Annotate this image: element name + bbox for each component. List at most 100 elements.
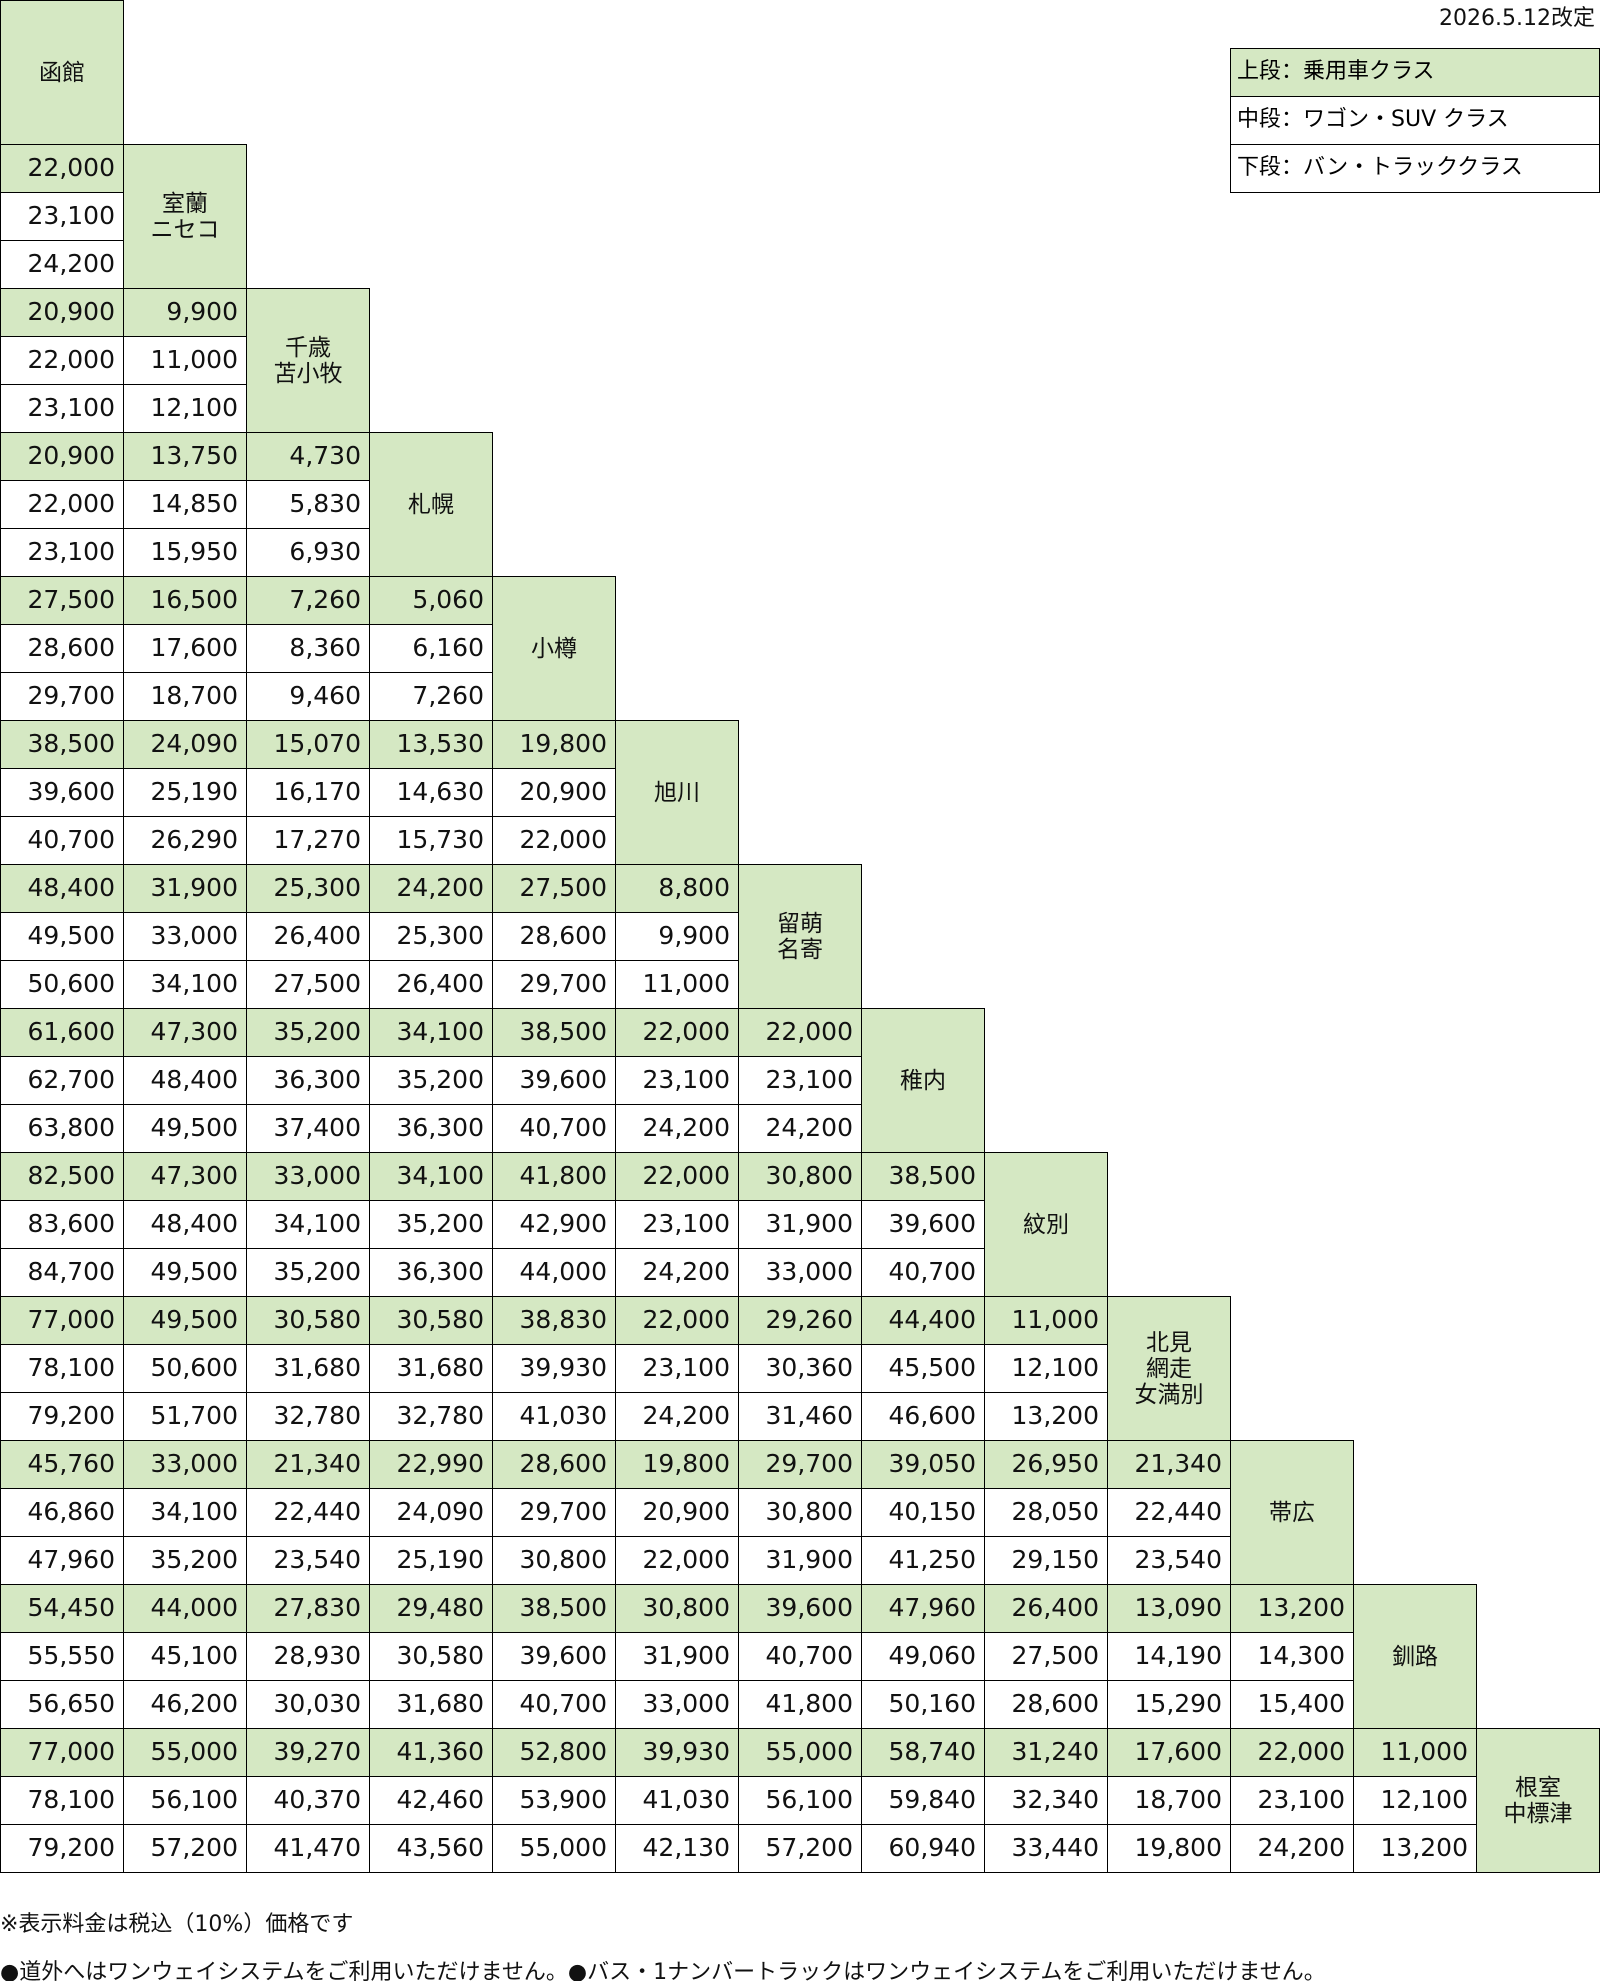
fare-cell: 48,400 bbox=[0, 864, 124, 913]
fare-cell: 41,800 bbox=[738, 1680, 862, 1729]
fare-cell: 56,100 bbox=[738, 1776, 862, 1825]
fare-cell: 27,500 bbox=[492, 864, 616, 913]
fare-cell: 12,100 bbox=[984, 1344, 1108, 1393]
station-name: 稚内 bbox=[900, 1067, 946, 1094]
fare-cell: 35,200 bbox=[123, 1536, 247, 1585]
fare-cell: 30,580 bbox=[369, 1632, 493, 1681]
fare-cell: 39,600 bbox=[738, 1584, 862, 1633]
fare-cell: 9,900 bbox=[615, 912, 739, 961]
fare-cell: 34,100 bbox=[123, 1488, 247, 1537]
fare-cell: 22,000 bbox=[0, 480, 124, 529]
fare-cell: 39,600 bbox=[492, 1056, 616, 1105]
fare-cell: 41,030 bbox=[615, 1776, 739, 1825]
fare-cell: 11,000 bbox=[1353, 1728, 1477, 1777]
fare-cell: 78,100 bbox=[0, 1776, 124, 1825]
fare-cell: 22,000 bbox=[738, 1008, 862, 1057]
fare-cell: 24,090 bbox=[369, 1488, 493, 1537]
fare-cell: 30,800 bbox=[492, 1536, 616, 1585]
fare-cell: 17,270 bbox=[246, 816, 370, 865]
fare-cell: 4,730 bbox=[246, 432, 370, 481]
station-name: 室蘭 bbox=[162, 190, 208, 217]
fare-cell: 22,000 bbox=[1230, 1728, 1354, 1777]
fare-cell: 45,500 bbox=[861, 1344, 985, 1393]
fare-cell: 55,000 bbox=[492, 1824, 616, 1873]
station-name: 北見 bbox=[1146, 1329, 1192, 1356]
fare-cell: 40,700 bbox=[492, 1680, 616, 1729]
fare-cell: 57,200 bbox=[738, 1824, 862, 1873]
fare-cell: 23,100 bbox=[615, 1056, 739, 1105]
station-name: 網走 bbox=[1146, 1355, 1192, 1382]
fare-cell: 22,000 bbox=[492, 816, 616, 865]
fare-cell: 16,500 bbox=[123, 576, 247, 625]
fare-cell: 60,940 bbox=[861, 1824, 985, 1873]
station-name: 小樽 bbox=[531, 635, 577, 662]
fare-cell: 22,440 bbox=[246, 1488, 370, 1537]
fare-cell: 25,300 bbox=[246, 864, 370, 913]
station-cell: 稚内 bbox=[861, 1008, 985, 1153]
fare-cell: 61,600 bbox=[0, 1008, 124, 1057]
fare-cell: 22,000 bbox=[0, 336, 124, 385]
fare-cell: 27,500 bbox=[984, 1632, 1108, 1681]
station-name: 千歳 bbox=[285, 334, 331, 361]
fare-cell: 47,960 bbox=[861, 1584, 985, 1633]
station-cell: 帯広 bbox=[1230, 1440, 1354, 1585]
fare-cell: 40,700 bbox=[861, 1248, 985, 1297]
fare-cell: 24,200 bbox=[615, 1392, 739, 1441]
fare-cell: 20,900 bbox=[492, 768, 616, 817]
legend-item: 下段：バン・トラッククラス bbox=[1230, 144, 1600, 193]
fare-cell: 38,500 bbox=[861, 1152, 985, 1201]
fare-cell: 22,990 bbox=[369, 1440, 493, 1489]
station-cell: 根室 中標津 bbox=[1476, 1728, 1600, 1873]
fare-cell: 82,500 bbox=[0, 1152, 124, 1201]
fare-cell: 49,500 bbox=[123, 1248, 247, 1297]
fare-cell: 24,090 bbox=[123, 720, 247, 769]
fare-cell: 29,700 bbox=[492, 1488, 616, 1537]
station-name: 札幌 bbox=[408, 491, 454, 518]
fare-cell: 14,630 bbox=[369, 768, 493, 817]
station-cell: 留萌 名寄 bbox=[738, 864, 862, 1009]
fare-cell: 40,700 bbox=[0, 816, 124, 865]
fare-cell: 23,100 bbox=[0, 528, 124, 577]
fare-cell: 33,000 bbox=[738, 1248, 862, 1297]
legend-item: 上段：乗用車クラス bbox=[1230, 48, 1600, 97]
fare-cell: 30,580 bbox=[246, 1296, 370, 1345]
fare-cell: 26,950 bbox=[984, 1440, 1108, 1489]
fare-cell: 83,600 bbox=[0, 1200, 124, 1249]
fare-cell: 29,700 bbox=[0, 672, 124, 721]
fare-cell: 15,070 bbox=[246, 720, 370, 769]
station-name: 旭川 bbox=[654, 779, 700, 806]
revision-date: 2026.5.12改定 bbox=[1439, 6, 1595, 31]
fare-cell: 49,500 bbox=[123, 1104, 247, 1153]
fare-cell: 15,950 bbox=[123, 528, 247, 577]
fare-cell: 47,300 bbox=[123, 1008, 247, 1057]
fare-cell: 20,900 bbox=[0, 288, 124, 337]
fare-cell: 41,470 bbox=[246, 1824, 370, 1873]
fare-cell: 20,900 bbox=[0, 432, 124, 481]
fare-cell: 52,800 bbox=[492, 1728, 616, 1777]
station-cell: 室蘭 ニセコ bbox=[123, 144, 247, 289]
station-cell: 札幌 bbox=[369, 432, 493, 577]
fare-cell: 21,340 bbox=[1107, 1440, 1231, 1489]
fare-cell: 24,200 bbox=[615, 1104, 739, 1153]
fare-cell: 44,000 bbox=[492, 1248, 616, 1297]
fare-cell: 31,680 bbox=[369, 1680, 493, 1729]
fare-cell: 32,340 bbox=[984, 1776, 1108, 1825]
fare-cell: 34,100 bbox=[123, 960, 247, 1009]
fare-cell: 56,100 bbox=[123, 1776, 247, 1825]
fare-cell: 84,700 bbox=[0, 1248, 124, 1297]
fare-cell: 22,440 bbox=[1107, 1488, 1231, 1537]
fare-cell: 5,830 bbox=[246, 480, 370, 529]
fare-cell: 42,130 bbox=[615, 1824, 739, 1873]
fare-cell: 28,050 bbox=[984, 1488, 1108, 1537]
station-name: ニセコ bbox=[150, 216, 220, 243]
fare-cell: 19,800 bbox=[1107, 1824, 1231, 1873]
fare-cell: 38,500 bbox=[492, 1584, 616, 1633]
fare-cell: 34,100 bbox=[369, 1008, 493, 1057]
fare-cell: 22,000 bbox=[615, 1152, 739, 1201]
fare-cell: 11,000 bbox=[123, 336, 247, 385]
fare-cell: 14,190 bbox=[1107, 1632, 1231, 1681]
fare-cell: 38,830 bbox=[492, 1296, 616, 1345]
fare-cell: 21,340 bbox=[246, 1440, 370, 1489]
fare-cell: 30,360 bbox=[738, 1344, 862, 1393]
fare-cell: 16,170 bbox=[246, 768, 370, 817]
